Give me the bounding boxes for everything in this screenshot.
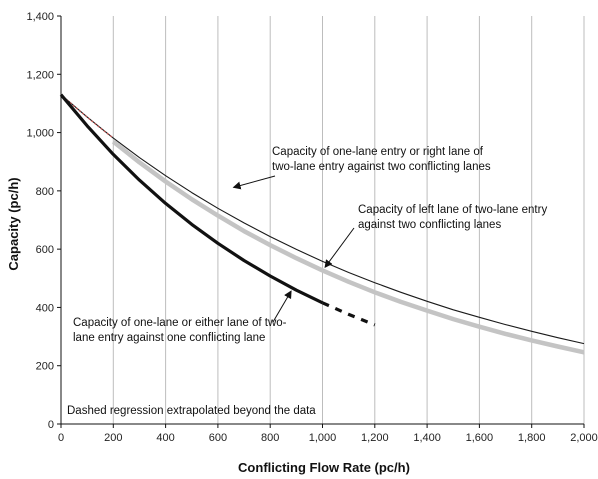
annotation-line: two-lane entry against two conflicting l… — [272, 161, 491, 173]
annotation-arrows — [232, 175, 355, 323]
y-axis-title: Capacity (pc/h) — [6, 177, 21, 270]
x-tick-label: 800 — [261, 432, 279, 444]
vertical-grid — [112, 16, 585, 424]
y-tick-label: 1,000 — [26, 128, 54, 140]
annotation-arrow — [324, 227, 355, 269]
series-line-dashed-black — [321, 301, 376, 327]
x-tick-label: 400 — [156, 432, 174, 444]
annotation-arrow — [232, 175, 276, 190]
annotation-line: Capacity of left lane of two-lane entry — [358, 204, 547, 216]
x-tick-label: 1,400 — [413, 432, 441, 444]
series-line-dotted-red — [60, 94, 114, 139]
y-tick-label: 600 — [36, 244, 54, 256]
y-tick-label: 0 — [48, 419, 54, 431]
y-tick-label: 1,200 — [26, 69, 54, 81]
axes — [57, 15, 585, 428]
series-line-thin-black — [60, 94, 585, 345]
y-tick-label: 200 — [36, 361, 54, 373]
x-tick-label: 1,600 — [466, 432, 494, 444]
extrapolation-note: Dashed regression extrapolated beyond th… — [67, 405, 316, 417]
annotation-line: against two conflicting lanes — [358, 219, 501, 231]
annotation-one-conflicting-lane: Capacity of one-lane or either lane of t… — [73, 317, 290, 344]
annotation-line: lane entry against one conflicting lane — [73, 332, 265, 344]
x-tick-label: 600 — [209, 432, 227, 444]
annotation-left-lane-two-conflicting: Capacity of left lane of two-lane entry … — [358, 204, 550, 231]
y-tick-labels: 0 200 400 600 800 1,000 1,200 1,400 — [26, 11, 54, 431]
x-tick-label: 2,000 — [570, 432, 598, 444]
x-tick-label: 1,800 — [518, 432, 546, 444]
y-tick-label: 800 — [36, 186, 54, 198]
x-tick-label: 200 — [104, 432, 122, 444]
annotation-arrow — [272, 290, 292, 323]
annotation-line: Capacity of one-lane entry or right lane… — [272, 146, 484, 158]
y-tick-label: 1,400 — [26, 11, 54, 23]
series-lines — [59, 93, 585, 355]
x-axis-title: Conflicting Flow Rate (pc/h) — [238, 460, 410, 475]
series-line-thick-gray — [111, 139, 585, 355]
x-tick-labels: 0 200 400 600 800 1,000 1,200 1,400 1,600 1,800 2,… — [58, 432, 598, 444]
y-tick-label: 400 — [36, 302, 54, 314]
series-line-thick-black — [59, 93, 324, 305]
annotation-one-lane-two-conflicting: Capacity of one-lane entry or right lane… — [272, 146, 491, 173]
x-tick-label: 0 — [58, 432, 64, 444]
x-tick-label: 1,200 — [361, 432, 389, 444]
annotation-line: Capacity of one-lane or either lane of t… — [73, 317, 287, 329]
x-tick-label: 1,000 — [309, 432, 337, 444]
